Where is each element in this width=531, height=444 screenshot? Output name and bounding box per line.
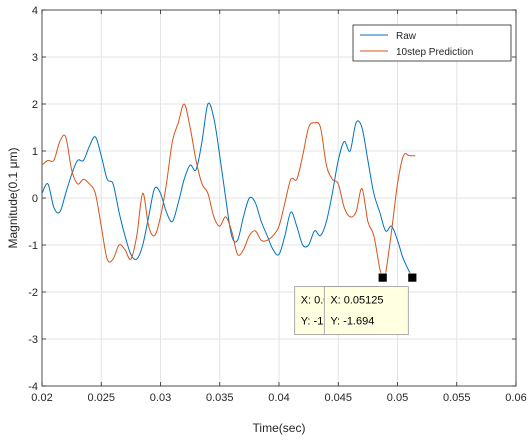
legend-entry-label: 10step Prediction — [396, 47, 473, 58]
x-tick-label: 0.045 — [324, 392, 352, 404]
series-line-prediction — [41, 103, 416, 280]
datatip-marker[interactable] — [377, 272, 388, 283]
datatip-marker[interactable] — [407, 272, 418, 283]
y-tick-label: -3 — [28, 334, 38, 346]
y-tick-label: 3 — [32, 52, 38, 64]
x-tick-label: 0.025 — [87, 392, 115, 404]
x-tick-label: 0.06 — [505, 392, 526, 404]
x-tick-label: 0.055 — [443, 392, 471, 404]
y-tick-label: 0 — [32, 193, 38, 205]
datatip-box[interactable] — [323, 286, 409, 336]
y-tick-label: 1 — [32, 146, 38, 158]
y-tick-label: 2 — [32, 99, 38, 111]
x-tick-label: 0.035 — [206, 392, 234, 404]
x-tick-label: 0.05 — [387, 392, 408, 404]
y-tick-label: -2 — [28, 287, 38, 299]
y-tick-label: -4 — [28, 381, 38, 393]
ticks: 0.02 0.025 0.03 0.035 0.04 0.045 0.05 0.055 0.06… — [28, 5, 526, 404]
legend-entry-label: Raw — [396, 31, 417, 42]
y-tick-label: 4 — [32, 5, 38, 17]
x-axis-label: Time(sec) — [253, 421, 306, 435]
y-tick-label: -1 — [28, 240, 38, 252]
legend[interactable]: Raw 10step Prediction — [352, 24, 512, 62]
y-axis-label: Magnitude(0.1 μm) — [6, 148, 20, 249]
x-tick-label: 0.02 — [31, 392, 52, 404]
datatip-y-label: Y: -1.694 — [330, 316, 374, 328]
datatip-x-label: X: 0.05125 — [330, 295, 383, 307]
x-tick-label: 0.04 — [268, 392, 289, 404]
x-tick-label: 0.03 — [150, 392, 171, 404]
series-group — [41, 102, 416, 280]
series-line-raw — [41, 102, 413, 278]
legend-box[interactable] — [352, 24, 512, 62]
